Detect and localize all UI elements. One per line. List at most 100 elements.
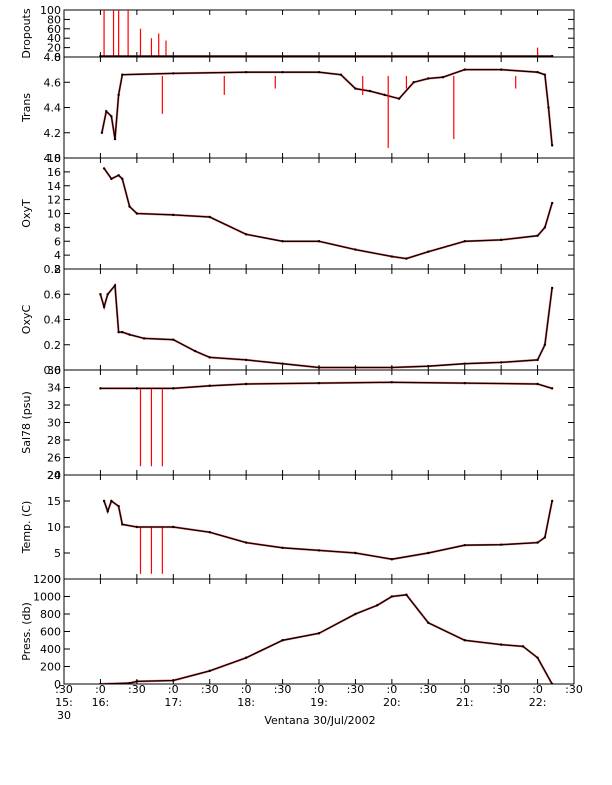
data-point [383,93,386,97]
data-point [110,499,113,503]
x-tick-label: 15: [55,696,73,709]
data-point [208,356,211,359]
data-point [135,680,139,683]
data-point [550,682,554,684]
data-point [102,499,106,503]
data-point [317,70,321,74]
data-point [390,558,394,561]
data-point [208,531,211,534]
y-tick-label: 8 [54,221,61,234]
panel-data [99,282,554,369]
raw-trace [100,68,554,146]
y-tick-label: 4.6 [44,76,62,89]
data-point [244,656,248,659]
x-tick-label: :0 [241,683,252,696]
y-tick-label: 100 [40,4,61,17]
data-point [244,358,248,362]
panel-frame [63,268,575,371]
data-point [100,131,104,134]
data-point [105,110,108,113]
data-point [427,250,430,253]
panel-frame [63,578,575,685]
data-point [376,604,379,607]
data-point [121,330,124,334]
y-tick-label: 10 [47,208,61,221]
data-point [368,89,372,93]
data-point [499,361,503,364]
panel-3: 0.0 0.2 0.4 0.6 0.8 OxyC [20,263,575,377]
data-point [390,381,394,384]
y-tick-label: 6 [54,235,61,248]
data-point [427,621,430,624]
y-axis-label: Trans [20,93,33,123]
data-point [354,551,357,555]
x-tick-label: :30 [565,683,583,696]
y-tick-label: 0 [54,678,61,691]
data-point [99,54,102,57]
data-point [521,645,525,648]
data-point [339,73,343,76]
data-point [113,137,117,141]
y-tick-label: 400 [40,643,61,656]
data-point [499,68,503,71]
data-point [208,384,211,387]
data-point [172,213,175,217]
y-tick-label: 0.2 [44,339,62,352]
y-axis-label: OxyC [20,305,33,335]
data-point [128,333,131,336]
time-axis: :3015:30:016::30:017::30:018::30:019::30… [55,683,583,722]
y-tick-label: 5 [54,547,61,560]
data-point [463,362,466,365]
data-point [499,543,503,546]
x-tick-label: 16: [92,696,110,709]
x-tick-label: :30 [274,683,292,696]
data-point [117,93,120,97]
data-point [412,81,415,84]
data-point [317,240,321,243]
data-point [536,541,539,544]
data-point [550,144,554,147]
data-point [99,293,102,296]
data-point [354,612,357,616]
data-point [550,387,554,390]
data-point [550,54,554,57]
y-tick-label: 80 [47,13,61,26]
data-point [281,240,284,243]
data-point [106,293,109,296]
y-tick-label: 1000 [33,591,61,604]
panel-1: 4.0 4.2 4.4 4.6 4.8 Trans [20,51,575,165]
qc-trace [103,168,553,260]
y-tick-label: 20 [47,42,61,55]
y-tick-label: 600 [40,626,61,639]
data-point [543,343,547,346]
data-point [543,73,547,76]
x-tick-label: :30 [419,683,437,696]
data-point [317,549,321,552]
data-point [390,255,394,258]
data-point [317,632,321,635]
y-tick-label: 15 [47,495,61,508]
y-tick-label: 12 [47,194,61,207]
data-point [99,387,102,390]
y-tick-label: 0 [54,51,61,64]
panel-data [102,167,554,260]
data-point [244,382,248,386]
data-point [405,593,408,596]
data-point [172,525,175,529]
y-tick-label: 26 [47,452,61,465]
data-point [99,682,102,684]
data-point [536,382,539,386]
data-point [102,167,106,170]
y-tick-label: 4.2 [44,127,62,140]
data-point [142,337,146,340]
y-tick-label: 0.6 [44,288,62,301]
x-tick-label: :0 [459,683,470,696]
data-point [117,174,120,177]
raw-trace [103,167,554,260]
y-tick-label: 28 [47,434,61,447]
data-point [405,257,408,260]
data-point [135,387,139,390]
data-point [113,284,117,287]
